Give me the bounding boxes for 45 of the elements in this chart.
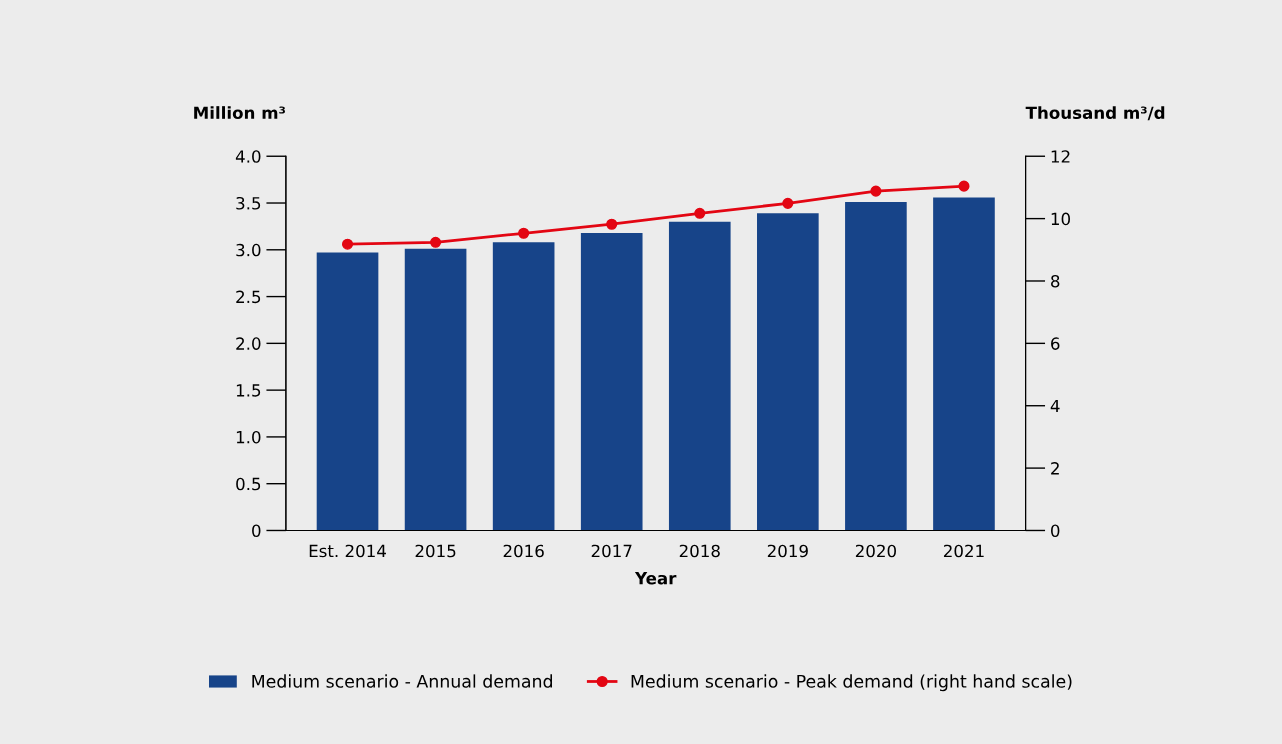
y2-tick-label: 8 bbox=[1051, 274, 1060, 288]
bar bbox=[404, 248, 467, 531]
point bbox=[782, 197, 794, 209]
y2-tick-label: 2 bbox=[1051, 462, 1059, 475]
x-axis-title: Year bbox=[634, 572, 677, 585]
bar bbox=[933, 197, 995, 531]
x-tick-label: 2016 bbox=[503, 544, 544, 558]
bar bbox=[668, 221, 731, 531]
bar bbox=[757, 213, 819, 531]
point bbox=[694, 207, 706, 219]
y-tick-label: 0 bbox=[252, 524, 261, 538]
y-tick-label: 0.5 bbox=[236, 477, 261, 491]
x-tick-label: 2020 bbox=[855, 544, 896, 558]
point bbox=[870, 185, 882, 197]
bar bbox=[580, 232, 643, 531]
x-tick-label: 2015 bbox=[415, 544, 456, 558]
y-tick-label: 2.0 bbox=[236, 337, 261, 350]
y-tick-label: 3.0 bbox=[236, 243, 261, 257]
bar bbox=[316, 252, 379, 531]
y2-tick-label: 0 bbox=[1051, 524, 1060, 538]
y2-tick-label: 12 bbox=[1051, 150, 1070, 163]
x-tick-label: 2019 bbox=[767, 544, 808, 558]
y-tick-label: 1.5 bbox=[236, 384, 261, 397]
point bbox=[430, 236, 442, 248]
bar bbox=[845, 202, 907, 531]
point bbox=[958, 180, 970, 192]
y-axis-title: Million m³ bbox=[194, 106, 285, 120]
y-tick-label: 4.0 bbox=[235, 150, 261, 163]
x-tick-label: 2018 bbox=[679, 544, 720, 558]
legend-label: Medium scenario - Annual demand bbox=[252, 674, 552, 688]
point bbox=[518, 227, 530, 239]
x-tick-label: 2021 bbox=[943, 544, 984, 558]
point bbox=[341, 238, 354, 250]
point bbox=[606, 218, 618, 230]
y2-tick-label: 4 bbox=[1050, 399, 1060, 413]
x-tick-label: 2017 bbox=[591, 544, 632, 558]
y2-tick-label: 6 bbox=[1051, 337, 1060, 350]
y-tick-label: 1.0 bbox=[236, 430, 261, 444]
bar bbox=[492, 242, 555, 531]
legend-label: Medium scenario - Peak demand (right hand scale) bbox=[631, 674, 1072, 692]
y2-axis-title: Thousand m³/d bbox=[1025, 106, 1165, 121]
y2-tick-label: 10 bbox=[1051, 212, 1071, 226]
y-tick-label: 2.5 bbox=[236, 290, 261, 304]
x-tick-label: Est. 2014 bbox=[309, 544, 386, 558]
y-tick-label: 3.5 bbox=[236, 196, 261, 210]
